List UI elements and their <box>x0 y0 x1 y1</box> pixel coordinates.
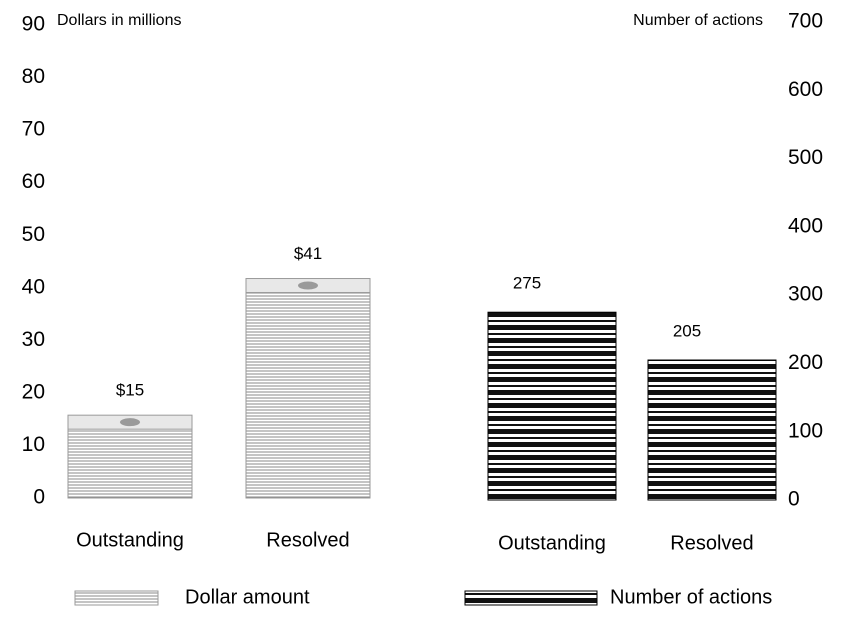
y-tick-label: 400 <box>788 214 823 237</box>
y-tick-label: 100 <box>788 419 823 442</box>
y-tick-label: 50 <box>22 223 45 246</box>
bar <box>67 418 193 499</box>
y-tick-label: 500 <box>788 146 823 169</box>
y-tick-label: 600 <box>788 78 823 101</box>
y-tick-label: 10 <box>22 433 45 456</box>
y-tick-label: 30 <box>22 328 45 351</box>
bar <box>487 311 617 501</box>
legend-label: Number of actions <box>610 586 772 608</box>
bill-portrait <box>120 418 140 427</box>
bar <box>647 359 777 501</box>
legend-swatch <box>74 590 159 606</box>
y-tick-label: 40 <box>22 275 45 298</box>
y-tick-label: 20 <box>22 380 45 403</box>
y-tick-label: 80 <box>22 65 45 88</box>
y-tick-label: 700 <box>788 10 823 33</box>
axis-label: Dollars in millions <box>57 12 181 29</box>
y-tick-label: 300 <box>788 283 823 306</box>
bill-portrait <box>298 281 318 290</box>
bar <box>245 282 371 499</box>
axis-label: Number of actions <box>633 12 763 29</box>
legend-label: Dollar amount <box>185 586 310 608</box>
legend-swatch <box>464 590 598 606</box>
y-tick-label: 0 <box>33 486 45 509</box>
y-tick-label: 70 <box>22 118 45 141</box>
y-tick-label: 60 <box>22 170 45 193</box>
value-label: 205 <box>673 321 701 340</box>
y-tick-label: 0 <box>788 488 800 511</box>
x-tick-label: Resolved <box>266 529 349 551</box>
y-tick-label: 200 <box>788 351 823 374</box>
x-tick-label: Outstanding <box>76 529 184 551</box>
value-label: 275 <box>513 274 541 293</box>
x-tick-label: Resolved <box>670 532 753 554</box>
x-tick-label: Outstanding <box>498 532 606 554</box>
y-tick-label: 90 <box>22 13 45 36</box>
value-label: $41 <box>294 244 322 263</box>
value-label: $15 <box>116 381 144 400</box>
